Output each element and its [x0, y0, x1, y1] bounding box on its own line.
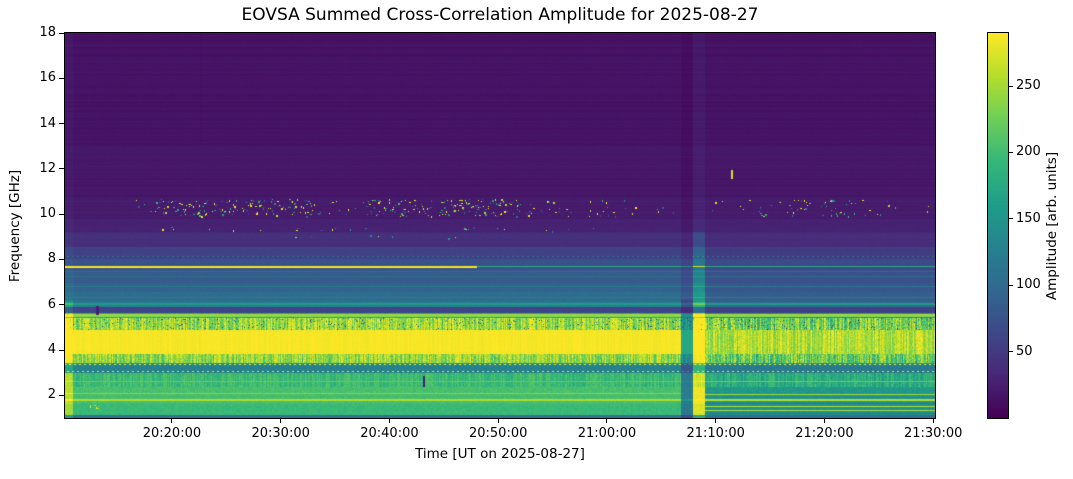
x-tick-mark — [388, 419, 390, 423]
colorbar-tick-mark — [1009, 351, 1013, 353]
y-axis-label: Frequency [GHz] — [7, 169, 23, 283]
y-tick-mark — [59, 304, 64, 306]
colorbar-tick-mark — [1009, 284, 1013, 286]
colorbar-tick-label: 200 — [1016, 144, 1041, 160]
y-tick-label: 18 — [39, 25, 56, 40]
colorbar-tick-label: 250 — [1016, 78, 1041, 94]
colorbar-tick-label: 100 — [1016, 277, 1041, 293]
colorbar-tick-mark — [1009, 218, 1013, 220]
y-tick-mark — [59, 123, 64, 125]
x-tick-mark — [932, 419, 934, 423]
x-tick-mark — [715, 419, 717, 423]
y-tick-mark — [59, 168, 64, 170]
y-tick-label: 10 — [39, 206, 56, 222]
x-tick-label: 21:00:00 — [577, 426, 637, 441]
y-tick-mark — [59, 258, 64, 260]
y-tick-mark — [59, 213, 64, 215]
y-tick-label: 4 — [47, 342, 56, 358]
x-tick-label: 20:30:00 — [251, 426, 310, 441]
heatmap-canvas — [64, 32, 936, 419]
y-tick-mark — [59, 77, 64, 79]
y-tick-label: 12 — [39, 160, 56, 176]
y-tick-mark — [59, 394, 64, 396]
x-tick-mark — [497, 419, 499, 423]
colorbar-tick-label: 50 — [1016, 343, 1033, 359]
x-tick-label: 21:10:00 — [686, 426, 745, 441]
y-tick-label: 14 — [39, 115, 56, 131]
x-tick-label: 20:20:00 — [142, 426, 202, 441]
colorbar-tick-mark — [1009, 85, 1013, 87]
x-axis-label: Time [UT on 2025-08-27] — [415, 446, 585, 462]
y-tick-mark — [59, 32, 64, 34]
x-tick-mark — [606, 419, 608, 423]
y-tick-mark — [59, 349, 64, 351]
y-tick-label: 8 — [47, 251, 56, 267]
colorbar-tick-label: 150 — [1016, 210, 1041, 226]
colorbar-label: Amplitude [arb. units] — [1044, 151, 1060, 301]
x-tick-label: 21:20:00 — [795, 426, 854, 441]
colorbar-tick-mark — [1009, 151, 1013, 153]
chart-title: EOVSA Summed Cross-Correlation Amplitude… — [241, 5, 759, 25]
x-tick-label: 20:40:00 — [360, 426, 419, 441]
x-tick-label: 21:30:00 — [903, 426, 963, 441]
y-tick-label: 16 — [39, 70, 56, 86]
x-tick-mark — [171, 419, 173, 423]
colorbar-canvas — [987, 32, 1009, 419]
y-tick-label: 6 — [47, 296, 56, 312]
x-tick-mark — [280, 419, 282, 423]
x-tick-label: 20:50:00 — [468, 426, 528, 441]
x-tick-mark — [823, 419, 825, 423]
y-tick-label: 2 — [47, 387, 56, 403]
